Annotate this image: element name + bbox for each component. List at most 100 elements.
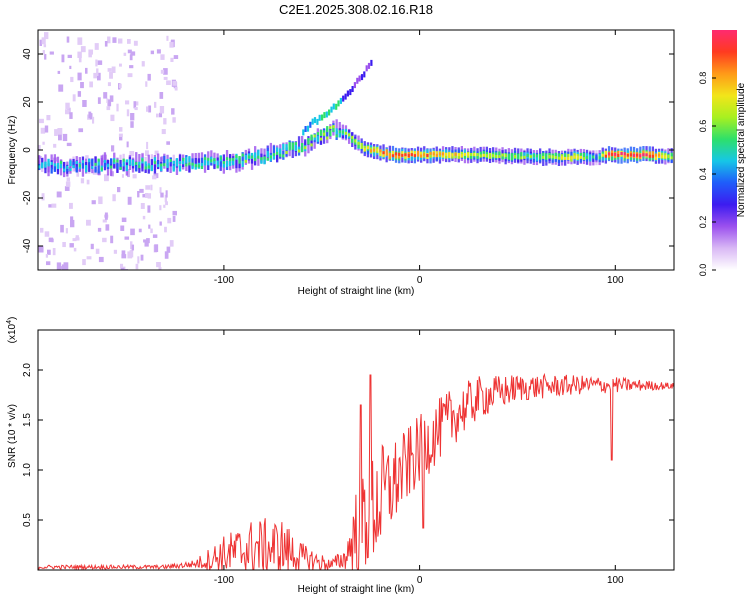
spectrogram-noise-cell (111, 145, 115, 152)
spectrogram-ridge-cell (288, 142, 291, 148)
spectrogram-ridge-cell (376, 148, 379, 152)
spectrogram-ridge-cell (463, 152, 467, 156)
spectrogram-ridge-cell (254, 158, 257, 162)
spectrogram-ridge-cell (69, 168, 72, 171)
spectrogram-ridge-cell (651, 151, 654, 158)
spectrogram-ridge-cell (191, 162, 194, 166)
spectrogram-noise-cell (89, 81, 93, 88)
spectrogram-ridge-cell (338, 131, 341, 138)
spectrogram-ridge-cell (394, 152, 398, 156)
spectrogram-noise-cell (72, 94, 76, 102)
spectrogram-ridge-cell (282, 143, 285, 150)
spectrogram-ridge-cell (47, 163, 50, 167)
spectrogram-ridge-cell (504, 154, 507, 158)
spectrogram-noise-cell (148, 105, 152, 113)
spectrogram-ridge-cell (632, 153, 636, 157)
spectrogram-ridge-cell (520, 152, 523, 159)
spectrogram-noise-cell (174, 86, 178, 91)
spectrogram-noise-cell (159, 92, 164, 99)
spectrogram-ridge-cell (301, 143, 304, 146)
spectrogram-branch-cell (342, 95, 345, 102)
spectrogram-ridge-cell (416, 152, 420, 156)
spectrogram-ridge-cell (166, 158, 169, 165)
spectrogram-noise-cell (41, 193, 45, 201)
spectrogram-noise-cell (89, 113, 93, 120)
spectrogram-ridge-cell (310, 134, 313, 141)
spectrogram-noise-cell (77, 72, 82, 81)
spectrogram-ridge-cell (332, 125, 335, 129)
spectrogram-noise-cell (144, 240, 149, 247)
spectrogram-branch-cell (328, 109, 331, 116)
spectrogram-noise-cell (165, 201, 169, 206)
spectrogram-ridge-cell (147, 154, 150, 170)
spectrogram-ridge-cell (639, 154, 642, 158)
spectrogram-ridge-cell (661, 155, 664, 159)
spectrogram-ridge-cell (219, 156, 222, 160)
spectrogram-noise-cell (88, 53, 92, 58)
spectrogram-ridge-cell (620, 152, 623, 155)
spectrogram-ridge-cell (56, 164, 60, 168)
spectrogram-noise-cell (91, 200, 96, 205)
spectrogram-ridge-cell (144, 161, 147, 168)
spectrogram-noise-cell (86, 179, 90, 185)
y-tick-label: 0 (22, 147, 33, 153)
spectrogram-noise-cell (118, 133, 123, 137)
spectrogram-ridge-cell (545, 153, 548, 160)
spectrogram-noise-cell (60, 224, 64, 233)
spectrogram-noise-cell (69, 243, 74, 248)
spectrogram-noise-cell (154, 150, 159, 155)
spectrogram-ridge-cell (498, 155, 501, 159)
spectrogram-ridge-cell (269, 142, 272, 158)
spectrogram-ridge-cell (97, 164, 100, 174)
spectrogram-noise-cell (160, 54, 165, 60)
spectrogram-noise-cell (40, 127, 46, 134)
spectrogram-ridge-cell (570, 156, 573, 160)
spectrogram-ridge-cell (410, 153, 413, 157)
spectrogram-ridge-cell (513, 155, 517, 158)
spectrogram-ridge-cell (97, 159, 100, 166)
spectrogram-ridge-cell (125, 159, 128, 163)
spectrogram-branch-cell (321, 114, 324, 121)
snr-y-multiplier: (x104) (6, 317, 18, 344)
spectrogram-ridge-cell (654, 153, 658, 157)
spectrogram-ridge-cell (307, 138, 310, 141)
spectrogram-noise-cell (88, 49, 94, 55)
spectrogram-branch-cell (302, 129, 305, 136)
spectrogram-ridge-cell (485, 154, 488, 158)
spectrogram-ridge-cell (329, 126, 332, 130)
spectrogram-branch-cell (363, 71, 366, 78)
spectrogram-ridge-cell (153, 157, 157, 164)
spectrogram-ridge-cell (188, 162, 191, 166)
spectrogram-ridge-cell (482, 153, 485, 157)
spectrogram-ridge-cell (357, 141, 360, 145)
spectrogram-ridge-cell (535, 154, 539, 161)
spectrogram-ridge-cell (59, 162, 63, 169)
spectrogram-ridge-cell (601, 153, 604, 157)
spectrogram-noise-cell (121, 217, 127, 223)
spectrogram-noise-cell (159, 187, 162, 194)
y-tick-label: 20 (22, 96, 33, 108)
spectrogram-noise-cell (133, 40, 138, 46)
spectrogram-noise-cell (147, 193, 152, 199)
spectrogram-noise-cell (38, 245, 44, 253)
spectrogram-ridge-cell (88, 162, 91, 172)
spectrogram-noise-cell (159, 112, 163, 118)
spectrogram-ridge-cell (404, 153, 407, 157)
spectrogram-ridge-cell (585, 156, 589, 159)
spectrogram-ridge-cell (338, 130, 341, 134)
spectrogram-ridge-cell (203, 157, 207, 160)
spectrogram-noise-cell (156, 262, 161, 268)
spectrogram-ridge-cell (488, 153, 492, 157)
spectrogram-ridge-cell (266, 157, 269, 161)
spectrogram-ridge-cell (47, 158, 50, 165)
spectrogram-noise-cell (70, 216, 74, 223)
y-tick-label: 2.0 (22, 363, 33, 377)
spectrogram-ridge-cell (391, 150, 395, 157)
spectrogram-branch-cell (370, 59, 373, 66)
spectrogram-panel: -100 0 100 -40 -20 0 20 40 Height of straight … (7, 29, 675, 297)
spectrogram-noise-cell (97, 72, 101, 81)
spectrogram-ridge-cell (391, 154, 395, 158)
spectrogram-noise-cell (70, 219, 75, 228)
spectrogram-ridge-cell (291, 143, 294, 150)
spectrogram-ridge-cell (576, 155, 579, 159)
